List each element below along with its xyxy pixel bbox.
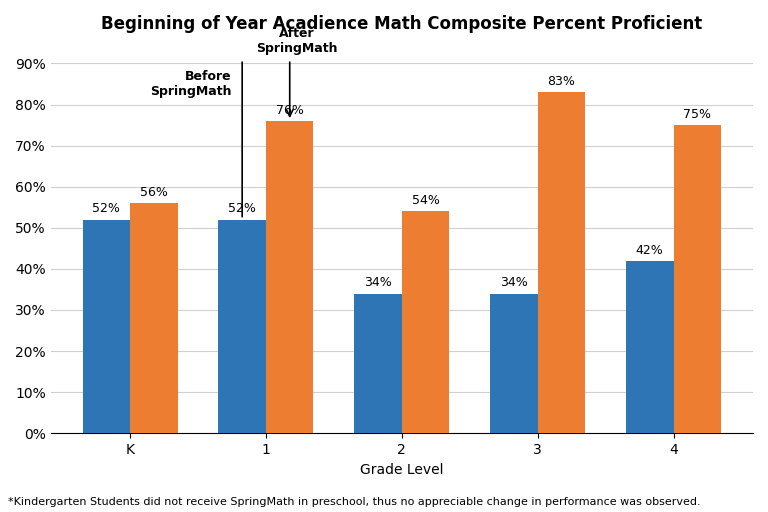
Text: 56%: 56% bbox=[140, 186, 167, 199]
Text: After
SpringMath: After SpringMath bbox=[256, 27, 337, 55]
Title: Beginning of Year Acadience Math Composite Percent Proficient: Beginning of Year Acadience Math Composi… bbox=[101, 15, 703, 33]
Bar bbox=[626, 261, 674, 433]
Bar bbox=[218, 220, 266, 433]
Text: 83%: 83% bbox=[548, 75, 575, 88]
Text: 34%: 34% bbox=[500, 276, 528, 289]
Bar bbox=[490, 293, 538, 433]
Text: *Kindergarten Students did not receive SpringMath in preschool, thus no apprecia: *Kindergarten Students did not receive S… bbox=[8, 497, 700, 507]
Text: 42%: 42% bbox=[636, 244, 664, 257]
Bar bbox=[130, 203, 177, 433]
Bar bbox=[402, 211, 449, 433]
Bar bbox=[674, 125, 721, 433]
Text: 54%: 54% bbox=[412, 194, 439, 207]
Text: 52%: 52% bbox=[228, 202, 256, 216]
X-axis label: Grade Level: Grade Level bbox=[360, 462, 444, 477]
Bar bbox=[266, 121, 313, 433]
Bar bbox=[354, 293, 402, 433]
Text: 76%: 76% bbox=[276, 104, 303, 117]
Bar bbox=[82, 220, 130, 433]
Text: 34%: 34% bbox=[364, 276, 392, 289]
Bar bbox=[538, 92, 585, 433]
Text: 75%: 75% bbox=[684, 108, 711, 121]
Text: Before
SpringMath: Before SpringMath bbox=[150, 70, 231, 98]
Text: 52%: 52% bbox=[92, 202, 121, 216]
